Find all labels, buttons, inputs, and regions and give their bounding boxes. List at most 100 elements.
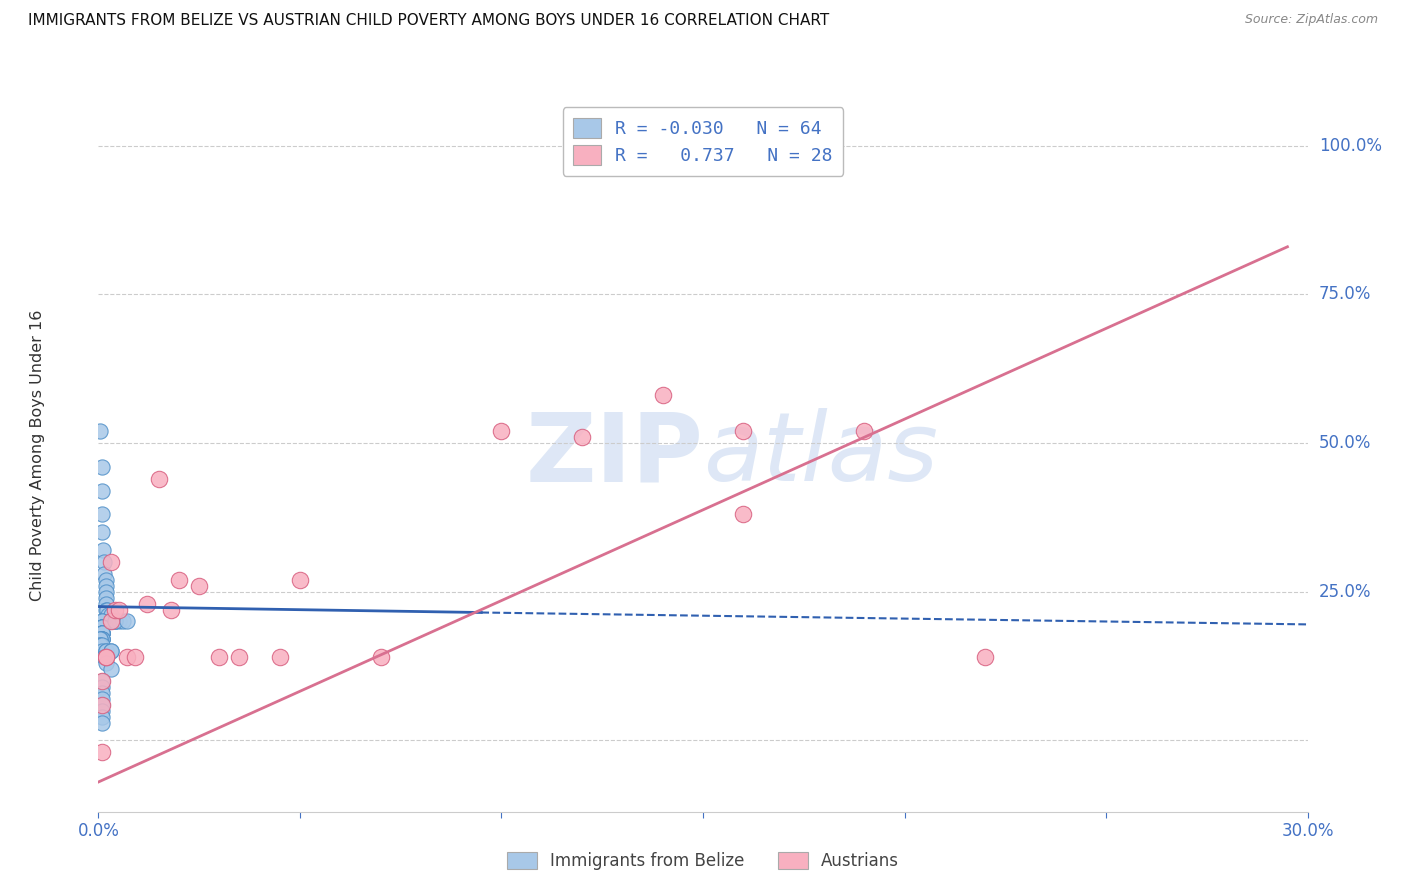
Point xyxy=(97,608,120,623)
Point xyxy=(91,620,114,634)
Point xyxy=(96,650,118,665)
Point xyxy=(96,584,118,599)
Text: IMMIGRANTS FROM BELIZE VS AUSTRIAN CHILD POVERTY AMONG BOYS UNDER 16 CORRELATION: IMMIGRANTS FROM BELIZE VS AUSTRIAN CHILD… xyxy=(28,13,830,29)
Point xyxy=(96,644,118,658)
Point xyxy=(208,650,231,665)
Point xyxy=(103,615,125,629)
Point xyxy=(733,424,755,438)
Point xyxy=(91,508,114,522)
Point xyxy=(96,597,118,611)
Point xyxy=(91,632,114,647)
Point xyxy=(91,698,114,712)
Point xyxy=(115,650,138,665)
Point xyxy=(100,644,122,658)
Point xyxy=(103,615,125,629)
Point xyxy=(91,673,114,688)
Text: 75.0%: 75.0% xyxy=(1319,285,1371,303)
Point xyxy=(91,525,114,540)
Point xyxy=(96,644,118,658)
Text: ZIP: ZIP xyxy=(524,409,703,501)
Point xyxy=(91,691,114,706)
Point xyxy=(91,632,114,647)
Point xyxy=(93,566,115,581)
Point xyxy=(89,424,111,438)
Point xyxy=(853,424,876,438)
Point xyxy=(188,579,211,593)
Point xyxy=(100,615,122,629)
Point xyxy=(91,626,114,640)
Point xyxy=(100,615,122,629)
Point xyxy=(91,626,114,640)
Text: 25.0%: 25.0% xyxy=(1319,582,1371,600)
Point xyxy=(733,508,755,522)
Point xyxy=(160,602,183,616)
Point xyxy=(91,615,114,629)
Point xyxy=(91,626,114,640)
Point xyxy=(96,591,118,605)
Point xyxy=(91,686,114,700)
Point xyxy=(91,632,114,647)
Point xyxy=(96,602,118,616)
Legend: Immigrants from Belize, Austrians: Immigrants from Belize, Austrians xyxy=(495,840,911,882)
Point xyxy=(974,650,997,665)
Point xyxy=(89,632,111,647)
Point xyxy=(115,615,138,629)
Point xyxy=(111,615,134,629)
Point xyxy=(91,680,114,694)
Point xyxy=(93,650,115,665)
Point xyxy=(91,620,114,634)
Text: atlas: atlas xyxy=(703,409,938,501)
Point xyxy=(91,715,114,730)
Point xyxy=(269,650,291,665)
Text: 100.0%: 100.0% xyxy=(1319,136,1382,154)
Point xyxy=(103,602,125,616)
Point xyxy=(91,626,114,640)
Point xyxy=(228,650,250,665)
Point xyxy=(91,620,114,634)
Point xyxy=(91,709,114,723)
Point xyxy=(167,573,190,587)
Point xyxy=(90,644,112,658)
Point xyxy=(96,602,118,616)
Point xyxy=(91,620,114,634)
Point xyxy=(370,650,392,665)
Point xyxy=(91,483,114,498)
Point xyxy=(96,656,118,670)
Point xyxy=(89,638,111,652)
Point xyxy=(103,615,125,629)
Text: Child Poverty Among Boys Under 16: Child Poverty Among Boys Under 16 xyxy=(31,310,45,600)
Point xyxy=(100,615,122,629)
Point xyxy=(89,638,111,652)
Point xyxy=(93,555,115,569)
Point xyxy=(571,430,593,444)
Point xyxy=(148,472,170,486)
Point xyxy=(96,650,118,665)
Point xyxy=(107,615,129,629)
Point xyxy=(288,573,311,587)
Point xyxy=(491,424,513,438)
Point xyxy=(91,543,114,558)
Point xyxy=(124,650,146,665)
Point xyxy=(91,626,114,640)
Point xyxy=(100,608,122,623)
Point xyxy=(96,650,118,665)
Point xyxy=(91,632,114,647)
Point xyxy=(91,615,114,629)
Point xyxy=(107,602,129,616)
Point xyxy=(91,704,114,718)
Point xyxy=(100,644,122,658)
Point xyxy=(100,555,122,569)
Point xyxy=(91,698,114,712)
Point xyxy=(91,620,114,634)
Point xyxy=(91,459,114,474)
Point xyxy=(90,638,112,652)
Point xyxy=(100,615,122,629)
Point xyxy=(135,597,157,611)
Point xyxy=(96,579,118,593)
Text: 50.0%: 50.0% xyxy=(1319,434,1371,452)
Point xyxy=(100,662,122,676)
Point xyxy=(96,573,118,587)
Point xyxy=(91,673,114,688)
Point xyxy=(89,632,111,647)
Point xyxy=(91,745,114,759)
